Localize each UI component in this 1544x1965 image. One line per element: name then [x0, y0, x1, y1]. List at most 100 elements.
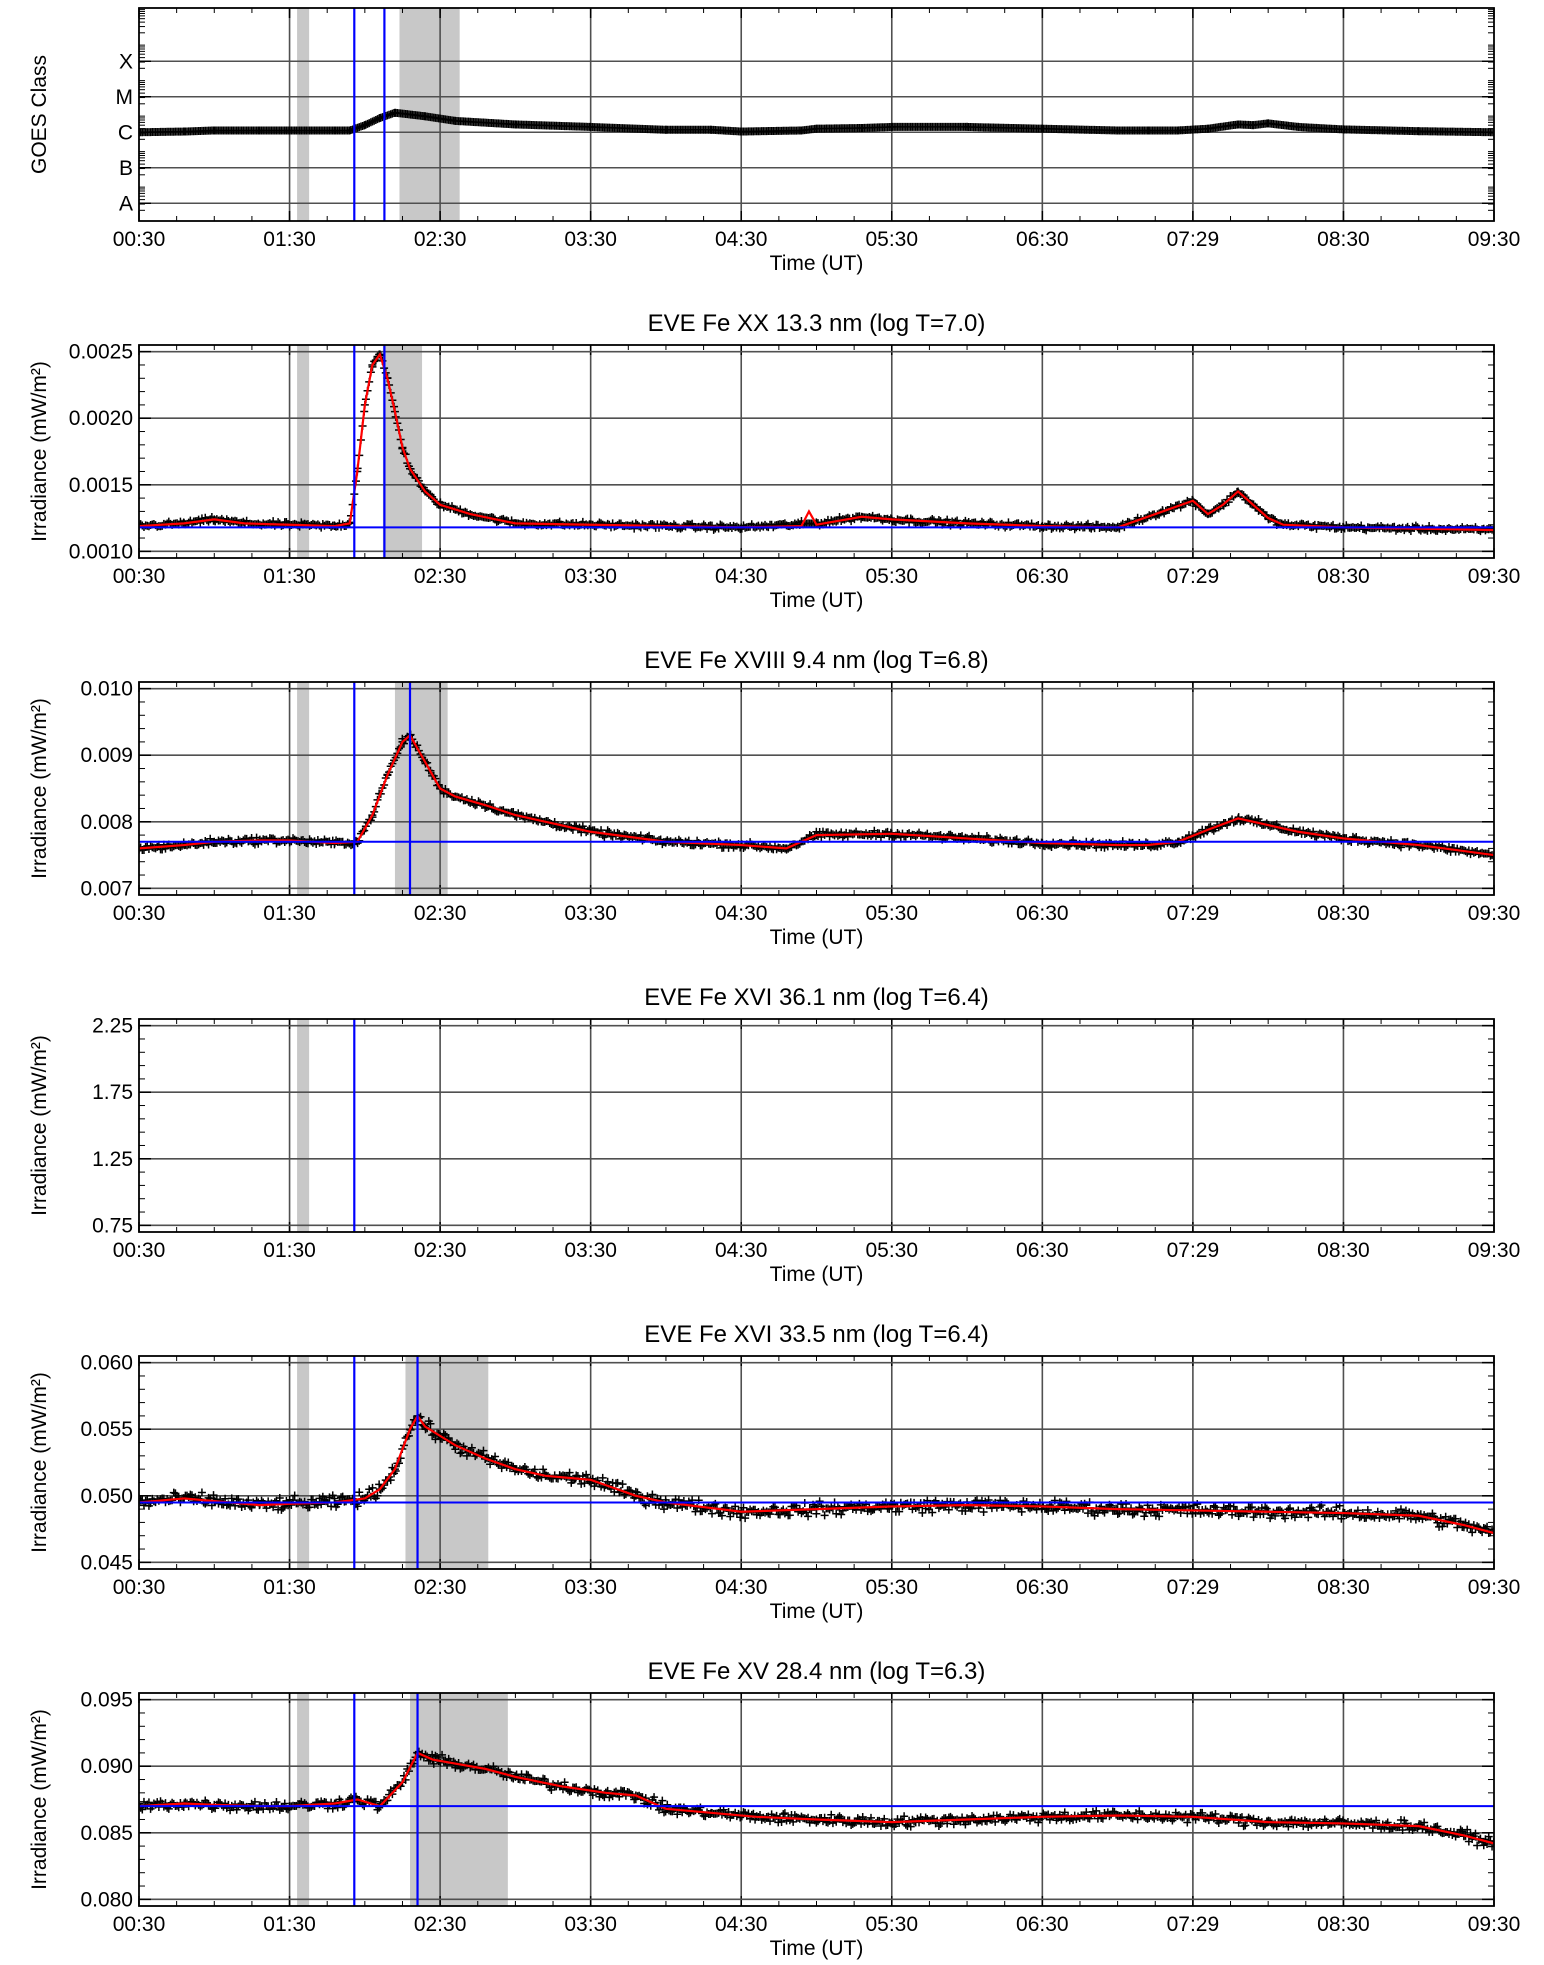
plot-frame — [138, 1692, 1495, 1907]
x-tick-label: 09:30 — [1468, 1576, 1521, 1599]
x-tick-label: 03:30 — [564, 902, 617, 925]
panel-5: 00:30 01:30 02:30 03:30 04:30 05:30 06:30 07:29… — [28, 1321, 1520, 1623]
y-tick-label: M — [116, 86, 134, 109]
y-tick-label: 0.0015 — [69, 474, 133, 497]
data-point — [139, 128, 143, 137]
x-axis-label: Time (UT) — [770, 1600, 864, 1623]
data-point — [1038, 124, 1047, 133]
y-tick-label: 0.0010 — [69, 540, 133, 563]
data-point — [180, 127, 189, 136]
x-axis-label: Time (UT) — [770, 1263, 864, 1286]
data-point — [421, 112, 430, 121]
y-tick-label: 0.010 — [80, 678, 133, 701]
data-point — [1294, 122, 1303, 131]
y-tick-label: 1.25 — [92, 1148, 133, 1171]
data-point — [451, 116, 460, 125]
y-tick-label: A — [119, 192, 133, 215]
x-tick-label: 03:30 — [564, 1239, 617, 1262]
data-point — [210, 126, 219, 135]
data-point — [330, 126, 339, 135]
panel-title: EVE Fe XVIII 9.4 nm (log T=6.8) — [644, 647, 988, 674]
x-tick-label: 03:30 — [564, 228, 617, 251]
x-tick-label: 06:30 — [1016, 228, 1069, 251]
shaded-interval — [297, 682, 310, 895]
panel-title: EVE Fe XVI 33.5 nm (log T=6.4) — [644, 1321, 988, 1348]
x-tick-label: 02:30 — [414, 228, 467, 251]
y-tick-label: 0.045 — [80, 1551, 133, 1574]
x-tick-label: 03:30 — [564, 565, 617, 588]
data-point — [1264, 119, 1273, 128]
shaded-interval — [410, 1693, 508, 1906]
x-axis-label: Time (UT) — [770, 926, 864, 949]
y-tick-label: 0.060 — [80, 1352, 133, 1375]
x-tick-label: 07:29 — [1167, 228, 1220, 251]
x-tick-label: 02:30 — [414, 1239, 467, 1262]
y-tick-label: B — [119, 157, 133, 180]
x-tick-label: 09:30 — [1468, 1913, 1521, 1936]
panel-title: EVE Fe XX 13.3 nm (log T=7.0) — [648, 310, 986, 337]
x-axis-label: Time (UT) — [770, 1937, 864, 1960]
panel-4: 00:30 01:30 02:30 03:30 04:30 05:30 06:30 07:29… — [28, 984, 1520, 1286]
x-tick-label: 01:30 — [263, 565, 316, 588]
y-tick-label: 0.090 — [80, 1755, 133, 1778]
y-tick-label: C — [118, 121, 133, 144]
x-tick-label: 00:30 — [113, 1576, 166, 1599]
x-tick-label: 01:30 — [263, 228, 316, 251]
y-tick-label: X — [119, 50, 133, 73]
data-point — [1173, 126, 1182, 135]
x-tick-label: 08:30 — [1317, 1913, 1370, 1936]
scatter-series-1 — [139, 108, 1494, 137]
scatter-points — [139, 350, 1494, 536]
data-point — [360, 121, 369, 130]
x-tick-label: 09:30 — [1468, 228, 1521, 251]
plot-frame — [138, 344, 1495, 559]
x-tick-label: 05:30 — [865, 1239, 918, 1262]
data-point — [857, 123, 866, 132]
x-tick-label: 03:30 — [564, 1576, 617, 1599]
x-axis-label: Time (UT) — [770, 589, 864, 612]
shaded-interval — [297, 8, 310, 221]
panel-2: 00:30 01:30 02:30 03:30 04:30 05:30 06:30 07:29… — [28, 310, 1520, 612]
plot-frame — [138, 1018, 1495, 1233]
y-tick-label: 0.0020 — [69, 407, 133, 430]
shaded-interval — [297, 345, 310, 558]
x-tick-label: 02:30 — [414, 1913, 467, 1936]
data-point — [1414, 127, 1423, 136]
data-point — [285, 126, 294, 135]
y-tick-label: 1.75 — [92, 1081, 133, 1104]
x-tick-label: 06:30 — [1016, 1913, 1069, 1936]
y-tick-label: 0.050 — [80, 1485, 133, 1508]
data-point — [737, 127, 746, 136]
x-tick-label: 04:30 — [715, 902, 768, 925]
scatter-series-1 — [139, 350, 1494, 536]
y-axis-label: Irradiance (mW/m²) — [28, 361, 51, 542]
y-tick-label: 0.0025 — [69, 341, 133, 364]
y-tick-label: 2.25 — [92, 1015, 133, 1038]
data-point — [661, 125, 670, 134]
data-point — [1249, 121, 1258, 130]
x-tick-label: 06:30 — [1016, 565, 1069, 588]
x-tick-label: 04:30 — [715, 228, 768, 251]
data-point — [1203, 124, 1212, 133]
y-axis-label: GOES Class — [28, 55, 51, 174]
x-tick-label: 00:30 — [113, 1239, 166, 1262]
scatter-series-1 — [139, 1411, 1494, 1538]
x-tick-label: 09:30 — [1468, 1239, 1521, 1262]
y-axis-label: Irradiance (mW/m²) — [28, 1709, 51, 1890]
data-point — [390, 108, 399, 117]
data-point — [255, 126, 264, 135]
x-tick-label: 01:30 — [263, 1576, 316, 1599]
x-tick-label: 05:30 — [865, 228, 918, 251]
shaded-interval — [297, 1019, 310, 1232]
x-tick-label: 01:30 — [263, 902, 316, 925]
shaded-interval — [297, 1356, 310, 1569]
x-tick-label: 00:30 — [113, 1913, 166, 1936]
y-tick-label: 0.009 — [80, 744, 133, 767]
x-tick-label: 06:30 — [1016, 1239, 1069, 1262]
x-tick-label: 04:30 — [715, 565, 768, 588]
panel-3: 00:30 01:30 02:30 03:30 04:30 05:30 06:30 07:29… — [28, 647, 1520, 949]
data-point — [1490, 128, 1494, 137]
x-tick-label: 07:29 — [1167, 565, 1220, 588]
data-point — [707, 125, 716, 134]
